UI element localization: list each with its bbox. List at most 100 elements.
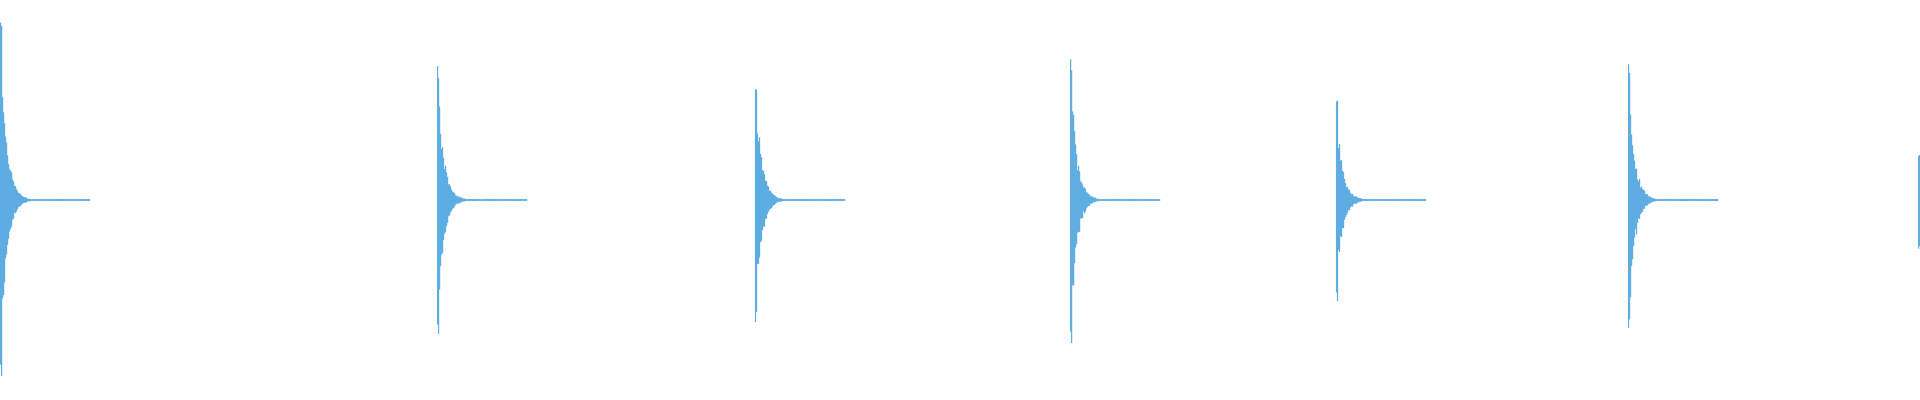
waveform-sample	[1670, 199, 1673, 201]
waveform-sample	[1358, 197, 1361, 202]
waveform-sample	[509, 199, 512, 201]
waveform-sample	[56, 199, 58, 201]
waveform-sample	[38, 199, 40, 201]
waveform-sample	[762, 170, 765, 227]
waveform-sample	[1680, 199, 1683, 201]
waveform-sample	[457, 196, 460, 204]
waveform-sample	[436, 66, 439, 325]
waveform-sample	[85, 199, 87, 201]
waveform-sample	[1662, 199, 1665, 201]
waveform-sample	[454, 195, 457, 205]
waveform-sample	[769, 190, 772, 209]
waveform-sample	[1660, 199, 1663, 201]
waveform-sample	[1144, 199, 1146, 201]
waveform-sample	[1400, 199, 1403, 201]
waveform-sample	[513, 199, 516, 201]
waveform-sample	[1407, 199, 1410, 201]
waveform-sample	[61, 199, 63, 201]
waveform-sample	[797, 199, 800, 201]
waveform-sample	[1703, 199, 1706, 201]
waveform-sample	[57, 199, 59, 201]
waveform-sample	[842, 199, 845, 201]
waveform-sample	[1687, 199, 1690, 201]
waveform-sample	[1676, 199, 1679, 201]
waveform-sample	[1094, 197, 1096, 203]
waveform-sample	[822, 199, 825, 201]
waveform-sample	[1110, 199, 1112, 201]
waveform-sample	[41, 199, 43, 201]
waveform-sample	[1673, 199, 1676, 201]
waveform-sample	[1345, 187, 1348, 215]
waveform-sample	[1127, 199, 1129, 201]
waveform-sample	[523, 199, 526, 201]
waveform-sample	[1650, 197, 1653, 203]
waveform-sample	[1658, 199, 1661, 201]
waveform-sample	[1379, 199, 1382, 201]
waveform-sample	[1371, 199, 1374, 201]
waveform-sample	[1414, 199, 1417, 201]
waveform-sample	[1642, 190, 1645, 209]
waveform-sample	[1085, 189, 1087, 212]
waveform-sample	[1645, 193, 1648, 207]
waveform-sample	[86, 199, 88, 201]
waveform-sample	[501, 199, 504, 201]
waveform-sample	[786, 199, 789, 201]
waveform-sample	[484, 199, 487, 201]
waveform-sample	[1108, 199, 1110, 201]
waveform-sample	[44, 199, 46, 201]
waveform-sample	[73, 199, 75, 201]
waveform-sample	[772, 194, 775, 206]
waveform-sample	[460, 197, 463, 202]
waveform-sample	[1380, 199, 1383, 201]
waveform-sample	[477, 199, 480, 201]
waveform-sample	[442, 157, 445, 241]
waveform-sample	[1120, 199, 1122, 201]
waveform-sample	[77, 199, 79, 201]
waveform-sample	[453, 193, 456, 207]
waveform-sample	[1693, 199, 1696, 201]
waveform-sample	[466, 199, 469, 201]
waveform-sample	[1071, 70, 1073, 344]
waveform-sample	[768, 190, 771, 210]
waveform-sample	[65, 199, 67, 201]
waveform-sample	[1158, 199, 1160, 201]
waveform-sample	[14, 185, 16, 213]
waveform-sample	[1340, 160, 1343, 238]
waveform-sample	[464, 198, 467, 202]
waveform-sample	[1151, 199, 1153, 201]
waveform-sample	[1659, 199, 1662, 201]
waveform-sample	[1159, 199, 1161, 201]
waveform-sample	[1714, 199, 1717, 201]
waveform-sample	[20, 193, 22, 207]
waveform-sample	[1406, 199, 1409, 201]
waveform-sample	[1664, 199, 1667, 201]
waveform-sample	[1078, 165, 1080, 232]
waveform-sample	[522, 199, 525, 201]
waveform-sample	[51, 199, 53, 201]
waveform-sample	[1359, 198, 1362, 202]
waveform-sample	[1649, 196, 1652, 203]
waveform-sample	[72, 199, 74, 201]
waveform-sample	[1074, 131, 1076, 264]
waveform-sample	[837, 199, 840, 201]
waveform-sample	[767, 186, 770, 212]
waveform-sample	[776, 197, 779, 203]
waveform-sample	[495, 199, 498, 201]
waveform-sample	[1700, 199, 1703, 201]
waveform-sample	[1688, 199, 1691, 201]
waveform-sample	[761, 170, 764, 231]
waveform-sample	[1630, 134, 1633, 267]
waveform-sample	[1686, 199, 1689, 201]
waveform-sample	[15, 186, 17, 214]
waveform-sample	[512, 199, 515, 201]
waveform-sample	[1705, 199, 1708, 201]
waveform-sample	[438, 106, 441, 290]
waveform-sample	[1653, 198, 1656, 202]
waveform-sample	[459, 197, 462, 203]
waveform-sample	[1157, 199, 1159, 201]
waveform-sample	[25, 197, 27, 203]
waveform-sample	[1373, 199, 1376, 201]
waveform-sample	[1368, 199, 1371, 201]
waveform-sample	[1689, 199, 1692, 201]
